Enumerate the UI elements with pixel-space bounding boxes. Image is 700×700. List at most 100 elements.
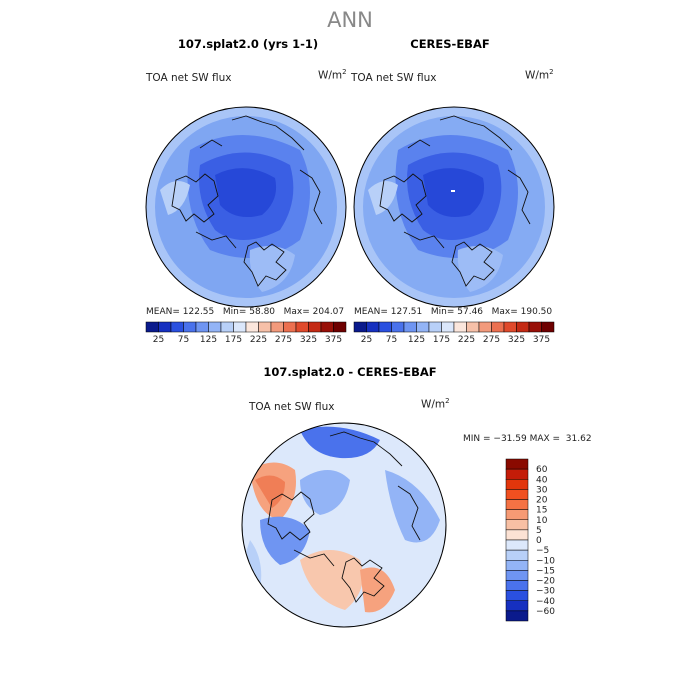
map-panel-1	[146, 107, 346, 307]
colorbar-diff-swatch	[505, 600, 529, 612]
colorbar-diff-swatch	[505, 560, 529, 571]
colorbar-panel-1-swatch	[183, 321, 197, 333]
colorbar-diff-swatch	[505, 580, 529, 591]
colorbar-panel-1-swatch	[145, 321, 159, 333]
colorbar-panel-1-swatch	[208, 321, 222, 333]
colorbar-panel-1-swatch	[220, 321, 234, 333]
colorbar-diff-tick-label: 10	[536, 516, 548, 526]
colorbar-diff-swatch	[505, 590, 529, 601]
colorbar-diff-swatch	[505, 468, 529, 480]
colorbar-panel-2-swatch	[528, 321, 542, 333]
colorbar-diff-swatch	[505, 519, 529, 531]
colorbar-diff-swatch	[505, 610, 529, 622]
colorbar-panel-1-tick-label: 275	[275, 335, 292, 345]
colorbar-panel-1-swatch	[258, 321, 272, 333]
colorbar-diff-swatch	[505, 458, 529, 470]
colorbar-panel-2-swatch	[453, 321, 467, 333]
colorbar-diff-tick-label: −30	[536, 587, 555, 597]
colorbar-diff-swatch	[505, 570, 529, 581]
colorbar-panel-1-swatch	[270, 321, 284, 333]
panel2-variable-label: TOA net SW flux	[351, 72, 437, 84]
colorbar-panel-1-tick-label: 175	[225, 335, 242, 345]
colorbar-diff-tick-label: 15	[536, 506, 547, 516]
colorbar-panel-2-swatch	[441, 321, 455, 333]
colorbar-panel-1-swatch	[245, 321, 259, 333]
colorbar-diff-swatch	[505, 549, 529, 561]
colorbar-diff-tick-label: −15	[536, 566, 555, 576]
colorbar-panel-2-swatch	[353, 321, 367, 333]
diff-units-label: W/m2	[421, 397, 450, 411]
panel2-title: CERES-EBAF	[410, 37, 490, 51]
colorbar-panel-1-swatch	[320, 321, 334, 333]
panel2-units-label: W/m2	[525, 68, 554, 82]
diff-variable-label: TOA net SW flux	[249, 401, 335, 413]
map-panel-2	[354, 107, 554, 307]
map-panel-1-border	[145, 106, 347, 308]
colorbar-panel-1-swatch	[308, 321, 322, 333]
colorbar-panel-2-swatch	[541, 321, 555, 333]
colorbar-diff-swatch	[505, 479, 529, 490]
panel1-title: 107.splat2.0 (yrs 1-1)	[177, 37, 319, 51]
colorbar-diff-tick-label: −40	[536, 597, 555, 607]
colorbar-diff-tick-label: −60	[536, 607, 555, 617]
colorbar-panel-2-tick-label: 325	[508, 335, 525, 345]
panel1-units-label: W/m2	[318, 68, 347, 82]
colorbar-panel-2-tick-label: 175	[433, 335, 450, 345]
colorbar-panel-2-swatch	[478, 321, 492, 333]
colorbar-panel-1-tick-label: 325	[300, 335, 317, 345]
colorbar-diff-tick-label: 30	[536, 485, 548, 495]
colorbar-panel-2-swatch	[503, 321, 517, 333]
colorbar-panel-1-tick-label: 25	[153, 335, 164, 345]
colorbar-diff-tick-label: −10	[536, 556, 555, 566]
colorbar-panel-1-swatch	[295, 321, 309, 333]
colorbar-panel-1-tick-label: 375	[325, 335, 342, 345]
colorbar-panel-1-tick-label: 125	[200, 335, 217, 345]
colorbar-diff-swatch	[505, 509, 529, 520]
colorbar-diff-tick-label: 40	[536, 475, 548, 485]
colorbar-panel-2-swatch	[366, 321, 380, 333]
colorbar-panel-2-swatch	[428, 321, 442, 333]
colorbar-panel-2-swatch	[516, 321, 530, 333]
colorbar-diff-swatch	[505, 499, 529, 510]
colorbar-panel-2-tick-label: 275	[483, 335, 500, 345]
colorbar-panel-2-swatch	[491, 321, 505, 333]
colorbar-panel-2-swatch	[466, 321, 480, 333]
colorbar-panel-1: 25 75 125 175 225 275 325 375	[145, 321, 347, 345]
diff-panel-title: 107.splat2.0 - CERES-EBAF	[263, 365, 437, 379]
colorbar-panel-1-tick-label: 225	[250, 335, 267, 345]
colorbar-panel-1-swatch	[233, 321, 247, 333]
map-panel-diff	[242, 423, 446, 627]
colorbar-panel-1-swatch	[170, 321, 184, 333]
colorbar-panel-1-swatch	[283, 321, 297, 333]
colorbar-panel-2-swatch	[378, 321, 392, 333]
colorbar-diff-tick-label: −20	[536, 577, 555, 587]
colorbar-panel-2-tick-label: 25	[361, 335, 372, 345]
colorbar-diff-swatch	[505, 529, 529, 541]
colorbar-diff-tick-label: 5	[536, 526, 542, 536]
colorbar-panel-2: 25 75 125 175 225 275 325 375	[353, 321, 555, 345]
colorbar-diff-swatch	[505, 489, 529, 500]
colorbar-panel-1-swatch	[158, 321, 172, 333]
colorbar-panel-1-tick-label: 75	[178, 335, 189, 345]
map-panel-diff-border	[241, 422, 447, 628]
colorbar-panel-2-tick-label: 75	[386, 335, 397, 345]
diff-minmax-stats: MIN = −31.59 MAX = 31.62	[463, 434, 592, 444]
colorbar-diff-tick-label: 20	[536, 496, 548, 506]
figure-suptitle: ANN	[327, 8, 373, 32]
colorbar-panel-2-swatch	[403, 321, 417, 333]
colorbar-diff-tick-label: −5	[536, 546, 549, 556]
colorbar-panel-2-tick-label: 125	[408, 335, 425, 345]
colorbar-panel-2-tick-label: 375	[533, 335, 550, 345]
colorbar-panel-1-swatch	[195, 321, 209, 333]
colorbar-diff-tick-label: 60	[536, 465, 548, 475]
panel1-stats: MEAN= 122.55 Min= 58.80 Max= 204.07	[146, 307, 345, 317]
map-panel-2-border	[353, 106, 555, 308]
colorbar-panel-2-swatch	[391, 321, 405, 333]
colorbar-panel-1-swatch	[333, 321, 347, 333]
colorbar-diff-tick-label: 0	[536, 536, 542, 546]
panel1-variable-label: TOA net SW flux	[146, 72, 232, 84]
colorbar-panel-2-tick-label: 225	[458, 335, 475, 345]
colorbar-panel-2-swatch	[416, 321, 430, 333]
